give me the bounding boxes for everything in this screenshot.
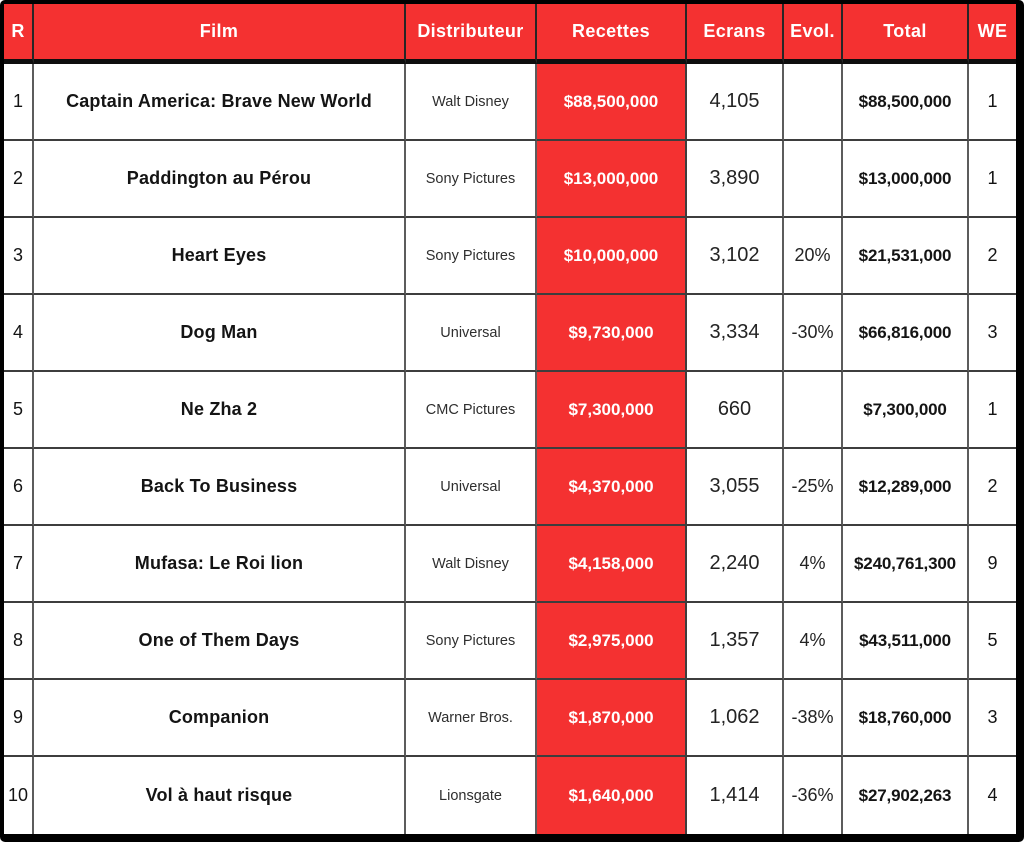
header-revenue: Recettes bbox=[537, 4, 687, 64]
screens-count: 3,102 bbox=[687, 218, 784, 295]
rank-cell: 2 bbox=[4, 141, 34, 218]
distributor-name: Walt Disney bbox=[406, 526, 537, 603]
header-distributor: Distributeur bbox=[406, 4, 537, 64]
rank-cell: 4 bbox=[4, 295, 34, 372]
revenue-cell: $4,370,000 bbox=[537, 449, 687, 526]
distributor-name: Lionsgate bbox=[406, 757, 537, 834]
total-gross: $7,300,000 bbox=[843, 372, 969, 449]
film-title: Vol à haut risque bbox=[34, 757, 406, 834]
evolution-percent: -36% bbox=[784, 757, 843, 834]
distributor-name: Warner Bros. bbox=[406, 680, 537, 757]
weekend-count: 5 bbox=[969, 603, 1016, 680]
evolution-percent: 4% bbox=[784, 526, 843, 603]
header-rank: R bbox=[4, 4, 34, 64]
film-title: Heart Eyes bbox=[34, 218, 406, 295]
film-title: One of Them Days bbox=[34, 603, 406, 680]
header-screens: Ecrans bbox=[687, 4, 784, 64]
evolution-percent bbox=[784, 372, 843, 449]
film-title: Captain America: Brave New World bbox=[34, 64, 406, 141]
screens-count: 1,062 bbox=[687, 680, 784, 757]
screens-count: 660 bbox=[687, 372, 784, 449]
revenue-cell: $1,870,000 bbox=[537, 680, 687, 757]
screens-count: 4,105 bbox=[687, 64, 784, 141]
screens-count: 3,890 bbox=[687, 141, 784, 218]
rank-cell: 7 bbox=[4, 526, 34, 603]
revenue-cell: $88,500,000 bbox=[537, 64, 687, 141]
evolution-percent: 4% bbox=[784, 603, 843, 680]
header-film: Film bbox=[34, 4, 406, 64]
film-title: Back To Business bbox=[34, 449, 406, 526]
rank-cell: 8 bbox=[4, 603, 34, 680]
total-gross: $88,500,000 bbox=[843, 64, 969, 141]
rank-cell: 5 bbox=[4, 372, 34, 449]
distributor-name: Sony Pictures bbox=[406, 141, 537, 218]
total-gross: $27,902,263 bbox=[843, 757, 969, 834]
screens-count: 1,414 bbox=[687, 757, 784, 834]
total-gross: $18,760,000 bbox=[843, 680, 969, 757]
revenue-cell: $9,730,000 bbox=[537, 295, 687, 372]
weekend-count: 1 bbox=[969, 64, 1016, 141]
revenue-cell: $1,640,000 bbox=[537, 757, 687, 834]
weekend-count: 2 bbox=[969, 218, 1016, 295]
film-title: Ne Zha 2 bbox=[34, 372, 406, 449]
revenue-cell: $10,000,000 bbox=[537, 218, 687, 295]
header-total: Total bbox=[843, 4, 969, 64]
evolution-percent bbox=[784, 141, 843, 218]
screens-count: 1,357 bbox=[687, 603, 784, 680]
total-gross: $43,511,000 bbox=[843, 603, 969, 680]
total-gross: $240,761,300 bbox=[843, 526, 969, 603]
box-office-table: R Film Distributeur Recettes Ecrans Evol… bbox=[4, 4, 1016, 834]
distributor-name: CMC Pictures bbox=[406, 372, 537, 449]
rank-cell: 9 bbox=[4, 680, 34, 757]
revenue-cell: $2,975,000 bbox=[537, 603, 687, 680]
header-weekend: WE bbox=[969, 4, 1016, 64]
rank-cell: 1 bbox=[4, 64, 34, 141]
film-title: Dog Man bbox=[34, 295, 406, 372]
film-title: Companion bbox=[34, 680, 406, 757]
screens-count: 2,240 bbox=[687, 526, 784, 603]
evolution-percent: -25% bbox=[784, 449, 843, 526]
total-gross: $13,000,000 bbox=[843, 141, 969, 218]
weekend-count: 9 bbox=[969, 526, 1016, 603]
total-gross: $21,531,000 bbox=[843, 218, 969, 295]
screens-count: 3,055 bbox=[687, 449, 784, 526]
total-gross: $66,816,000 bbox=[843, 295, 969, 372]
weekend-count: 1 bbox=[969, 141, 1016, 218]
weekend-count: 3 bbox=[969, 295, 1016, 372]
distributor-name: Universal bbox=[406, 295, 537, 372]
header-evolution: Evol. bbox=[784, 4, 843, 64]
evolution-percent: -30% bbox=[784, 295, 843, 372]
evolution-percent bbox=[784, 64, 843, 141]
revenue-cell: $7,300,000 bbox=[537, 372, 687, 449]
distributor-name: Walt Disney bbox=[406, 64, 537, 141]
film-title: Paddington au Pérou bbox=[34, 141, 406, 218]
rank-cell: 6 bbox=[4, 449, 34, 526]
weekend-count: 2 bbox=[969, 449, 1016, 526]
distributor-name: Sony Pictures bbox=[406, 218, 537, 295]
rank-cell: 10 bbox=[4, 757, 34, 834]
total-gross: $12,289,000 bbox=[843, 449, 969, 526]
revenue-cell: $4,158,000 bbox=[537, 526, 687, 603]
rank-cell: 3 bbox=[4, 218, 34, 295]
evolution-percent: -38% bbox=[784, 680, 843, 757]
weekend-count: 4 bbox=[969, 757, 1016, 834]
weekend-count: 3 bbox=[969, 680, 1016, 757]
weekend-count: 1 bbox=[969, 372, 1016, 449]
revenue-cell: $13,000,000 bbox=[537, 141, 687, 218]
distributor-name: Sony Pictures bbox=[406, 603, 537, 680]
film-title: Mufasa: Le Roi lion bbox=[34, 526, 406, 603]
evolution-percent: 20% bbox=[784, 218, 843, 295]
distributor-name: Universal bbox=[406, 449, 537, 526]
screens-count: 3,334 bbox=[687, 295, 784, 372]
